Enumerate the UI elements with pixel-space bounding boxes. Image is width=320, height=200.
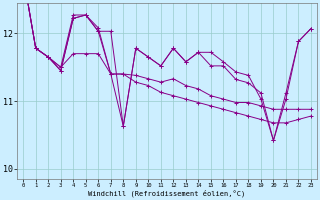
X-axis label: Windchill (Refroidissement éolien,°C): Windchill (Refroidissement éolien,°C)	[88, 190, 246, 197]
